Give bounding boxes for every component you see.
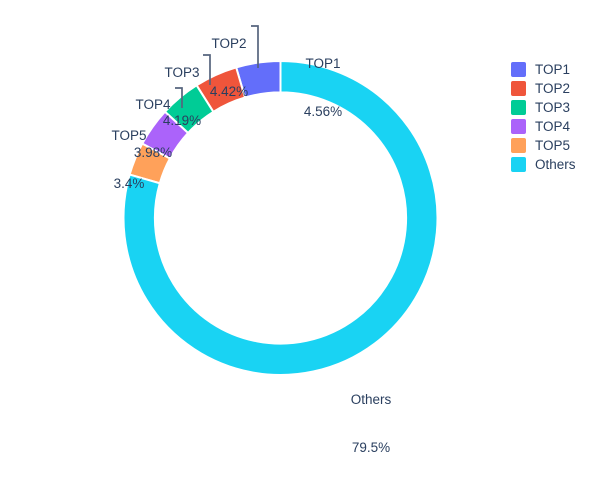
legend-swatch-top5 bbox=[511, 138, 526, 153]
slice-label-top2: TOP2 4.42% bbox=[190, 4, 268, 132]
slice-label-top2-name: TOP2 bbox=[211, 36, 247, 51]
slice-label-top1-percent: 4.56% bbox=[303, 104, 343, 119]
slice-label-top3: TOP3 4.19% bbox=[143, 33, 221, 161]
legend-item-others[interactable]: Others bbox=[511, 155, 595, 174]
legend-item-top4[interactable]: TOP4 bbox=[511, 117, 595, 136]
legend-swatch-top4 bbox=[511, 119, 526, 134]
slice-label-top2-percent: 4.42% bbox=[209, 84, 249, 99]
legend-label-top5: TOP5 bbox=[535, 138, 571, 153]
label-leader-lines bbox=[175, 25, 259, 108]
slice-label-top1-name: TOP1 bbox=[305, 56, 341, 71]
pie-slice-top3[interactable] bbox=[163, 83, 215, 135]
legend-item-top5[interactable]: TOP5 bbox=[511, 136, 595, 155]
legend-swatch-others bbox=[511, 157, 526, 172]
leader-line-top2 bbox=[251, 25, 259, 68]
legend-label-top1: TOP1 bbox=[535, 62, 571, 77]
legend-label-top4: TOP4 bbox=[535, 119, 571, 134]
legend-swatch-top2 bbox=[511, 81, 526, 96]
slice-label-top3-percent: 4.19% bbox=[162, 113, 202, 128]
leader-line-top4 bbox=[175, 87, 183, 108]
legend-label-top3: TOP3 bbox=[535, 100, 571, 115]
slice-label-top4-percent: 3.98% bbox=[133, 145, 173, 160]
slice-label-top4: TOP4 3.98% bbox=[114, 65, 192, 193]
legend-item-top1[interactable]: TOP1 bbox=[511, 60, 595, 79]
donut-chart: TOP1 4.56% TOP2 4.42% TOP3 4.19% TOP4 3.… bbox=[90, 4, 595, 455]
slice-label-others: Others 79.5% bbox=[332, 360, 410, 488]
pie-slice-top2[interactable] bbox=[195, 66, 247, 114]
slice-label-top1: TOP1 4.56% bbox=[284, 24, 362, 152]
pie-slice-top4[interactable] bbox=[140, 110, 190, 160]
slice-label-top5: TOP5 3.4% bbox=[90, 96, 168, 224]
leader-line-top3 bbox=[203, 54, 211, 85]
legend-item-top2[interactable]: TOP2 bbox=[511, 79, 595, 98]
slice-label-top5-percent: 3.4% bbox=[113, 176, 145, 191]
slice-label-others-percent: 79.5% bbox=[351, 440, 391, 455]
legend-swatch-top3 bbox=[511, 100, 526, 115]
slice-label-top3-name: TOP3 bbox=[164, 65, 200, 80]
legend-label-others: Others bbox=[535, 157, 576, 172]
legend-label-top2: TOP2 bbox=[535, 81, 571, 96]
slice-label-others-name: Others bbox=[350, 392, 392, 407]
legend-item-top3[interactable]: TOP3 bbox=[511, 98, 595, 117]
legend-swatch-top1 bbox=[511, 62, 526, 77]
slice-label-top5-name: TOP5 bbox=[111, 128, 147, 143]
slice-label-top4-name: TOP4 bbox=[135, 97, 171, 112]
donut-svg bbox=[122, 25, 439, 376]
donut-slices bbox=[122, 59, 439, 376]
pie-slice-others[interactable] bbox=[122, 59, 439, 376]
pie-slice-top5[interactable] bbox=[128, 142, 172, 185]
legend: TOP1 TOP2 TOP3 TOP4 TOP5 Others bbox=[511, 60, 595, 174]
